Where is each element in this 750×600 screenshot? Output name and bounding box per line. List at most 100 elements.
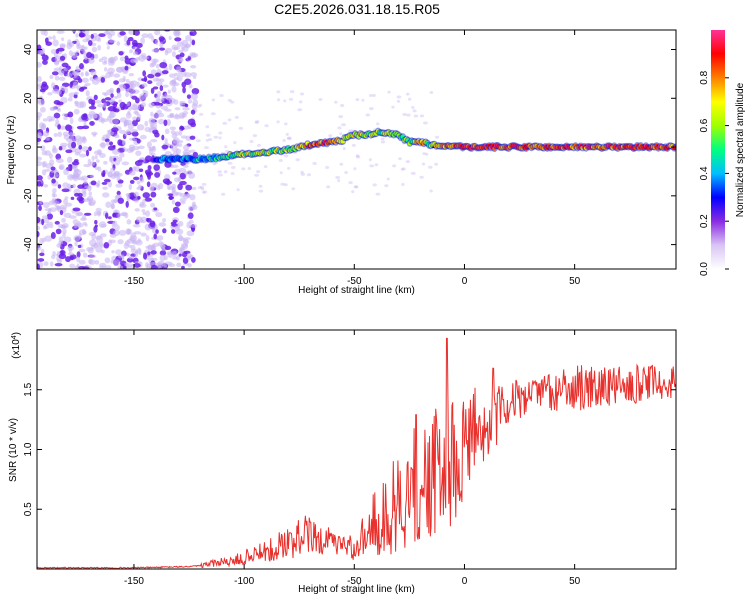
- noise-blob: [77, 220, 81, 228]
- noise-blob: [147, 173, 151, 180]
- noise-blob: [143, 252, 148, 260]
- noise-blob: [162, 84, 169, 88]
- noise-blob: [131, 131, 139, 137]
- noise-blob: [139, 176, 145, 183]
- noise-blob: [75, 40, 80, 47]
- noise-blob: [132, 116, 137, 121]
- noise-blob: [67, 97, 73, 102]
- noise-speckle: [212, 162, 217, 166]
- noise-blob: [128, 255, 135, 260]
- noise-blob: [119, 31, 126, 36]
- colorbar-tick-label: 0.2: [699, 214, 710, 228]
- noise-blob: [90, 244, 96, 250]
- noise-blob: [93, 94, 98, 101]
- noise-blob: [150, 250, 157, 255]
- noise-speckle: [213, 161, 218, 165]
- noise-blob: [148, 102, 155, 108]
- noise-blob: [52, 39, 59, 47]
- noise-blob: [150, 182, 158, 189]
- noise-blob: [191, 39, 196, 46]
- noise-blob: [53, 112, 61, 119]
- noise-blob: [149, 62, 155, 68]
- noise-blob: [68, 132, 76, 136]
- noise-blob: [169, 126, 177, 131]
- noise-blob: [134, 208, 140, 212]
- noise-blob: [110, 93, 114, 98]
- noise-blob: [81, 113, 88, 121]
- noise-blob: [178, 253, 182, 257]
- noise-blob: [51, 71, 59, 76]
- noise-blob: [37, 138, 42, 142]
- noise-blob: [51, 82, 56, 89]
- noise-blob: [37, 112, 43, 118]
- spectrogram-y-tick-label: -40: [23, 237, 34, 252]
- noise-blob: [178, 56, 184, 62]
- noise-speckle: [287, 166, 291, 170]
- noise-speckle: [249, 139, 254, 143]
- noise-speckle: [318, 98, 323, 102]
- noise-blob: [72, 174, 79, 182]
- noise-blob: [191, 186, 197, 191]
- noise-blob: [95, 236, 104, 243]
- noise-speckle: [218, 131, 223, 135]
- noise-speckle: [402, 112, 407, 116]
- noise-blob: [142, 89, 147, 94]
- noise-blob: [95, 207, 102, 213]
- noise-blob: [125, 91, 130, 98]
- noise-blob: [95, 100, 102, 104]
- noise-blob: [81, 228, 86, 235]
- noise-speckle: [283, 154, 289, 158]
- noise-blob: [55, 228, 62, 235]
- noise-speckle: [402, 167, 406, 171]
- noise-speckle: [365, 113, 371, 117]
- noise-blob: [63, 67, 68, 72]
- noise-blob: [65, 149, 73, 154]
- noise-blob: [111, 250, 115, 254]
- noise-blob: [190, 72, 198, 77]
- colorbar-tick-label: 0.4: [699, 166, 710, 180]
- snr-x-axis-label: Height of straight line (km): [298, 584, 415, 595]
- noise-speckle: [340, 104, 345, 108]
- noise-speckle: [285, 132, 289, 136]
- noise-blob: [51, 116, 56, 122]
- noise-blob: [108, 141, 114, 146]
- noise-blob: [167, 89, 171, 94]
- spectrogram-y-tick-label: 20: [23, 92, 34, 104]
- noise-blob: [153, 59, 157, 65]
- noise-blob: [178, 129, 183, 136]
- noise-speckle: [405, 160, 411, 164]
- noise-speckle: [422, 152, 426, 156]
- noise-speckle: [368, 93, 373, 97]
- noise-blob: [59, 55, 66, 61]
- noise-blob: [100, 117, 105, 124]
- noise-blob: [42, 217, 50, 224]
- noise-blob: [136, 138, 141, 144]
- noise-blob: [61, 62, 69, 68]
- snr-frame: [36, 329, 677, 570]
- noise-blob: [37, 180, 42, 187]
- noise-blob: [43, 202, 50, 209]
- noise-blob: [42, 118, 48, 122]
- noise-blob: [172, 151, 179, 157]
- noise-speckle: [421, 162, 426, 166]
- noise-blob: [134, 251, 139, 258]
- noise-blob: [40, 123, 46, 131]
- noise-blob: [142, 70, 147, 77]
- chart-title: C2E5.2026.031.18.15.R05: [274, 1, 440, 17]
- noise-speckle: [369, 164, 375, 168]
- noise-blob: [63, 236, 72, 243]
- noise-blob: [180, 242, 189, 248]
- noise-blob: [185, 184, 193, 191]
- noise-blob: [45, 136, 50, 142]
- noise-speckle: [312, 161, 317, 165]
- noise-blob: [176, 255, 180, 261]
- noise-blob: [124, 65, 129, 71]
- noise-speckle: [227, 118, 232, 122]
- noise-blob: [66, 156, 73, 164]
- noise-speckle: [387, 90, 391, 94]
- noise-blob: [59, 43, 67, 48]
- noise-speckle: [372, 183, 377, 187]
- noise-blob: [187, 56, 191, 61]
- noise-blob: [133, 231, 142, 235]
- noise-blob: [174, 201, 181, 207]
